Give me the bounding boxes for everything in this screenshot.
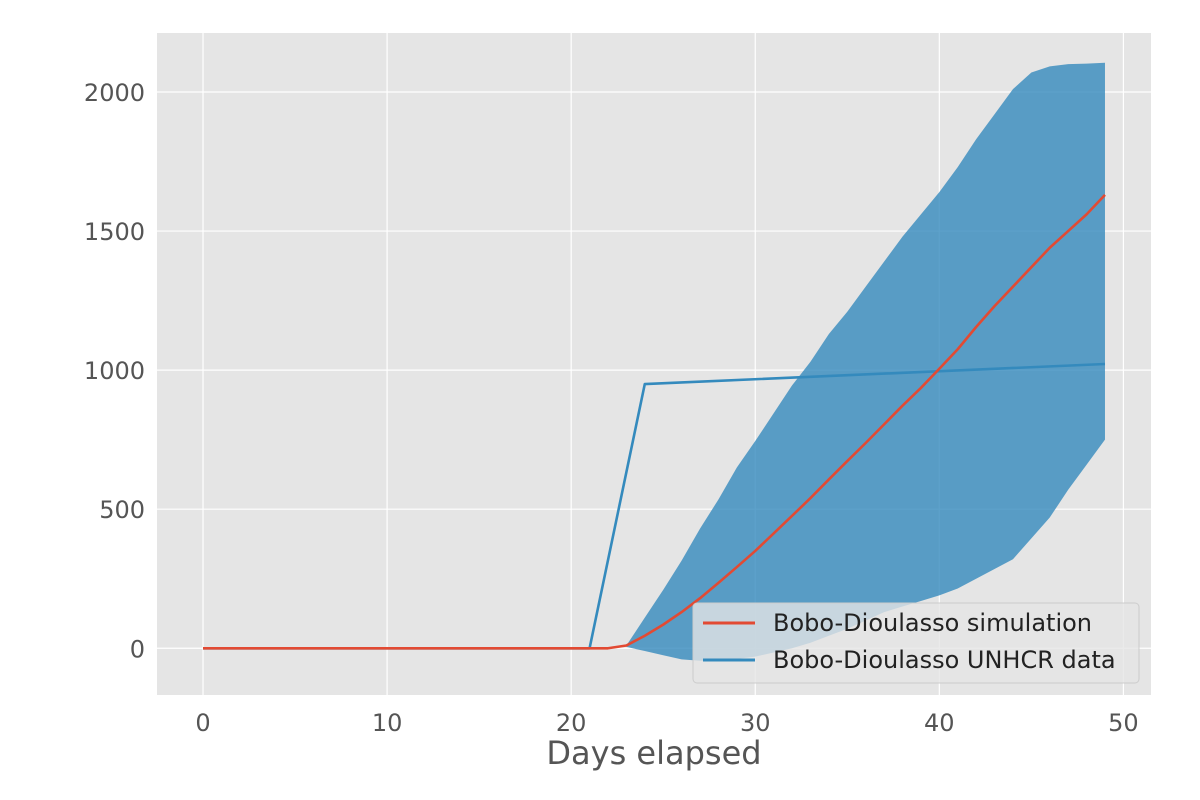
x-tick-label: 0 bbox=[195, 709, 210, 737]
y-tick-label: 500 bbox=[99, 496, 145, 524]
y-tick-label: 1000 bbox=[84, 357, 145, 385]
legend: Bobo-Dioulasso simulation Bobo-Dioulasso… bbox=[692, 602, 1140, 684]
x-tick-label: 40 bbox=[924, 709, 955, 737]
x-axis-label: Days elapsed bbox=[546, 734, 761, 772]
x-tick-label: 30 bbox=[740, 709, 771, 737]
simulation-range-band bbox=[626, 62, 1105, 661]
x-tick-label: 10 bbox=[372, 709, 403, 737]
y-tick-label: 0 bbox=[130, 635, 145, 663]
series-layer bbox=[203, 193, 1106, 650]
band-layer bbox=[626, 62, 1105, 661]
y-tick-label: 1500 bbox=[84, 218, 145, 246]
legend-box bbox=[692, 602, 1140, 684]
legend-label-simulation: Bobo-Dioulasso simulation bbox=[773, 609, 1092, 637]
x-tick-label: 50 bbox=[1108, 709, 1139, 737]
x-tick-label: 20 bbox=[556, 709, 587, 737]
simulation-line bbox=[203, 193, 1106, 650]
legend-label-unhcr-data: Bobo-Dioulasso UNHCR data bbox=[773, 646, 1116, 674]
y-tick-label: 2000 bbox=[84, 79, 145, 107]
